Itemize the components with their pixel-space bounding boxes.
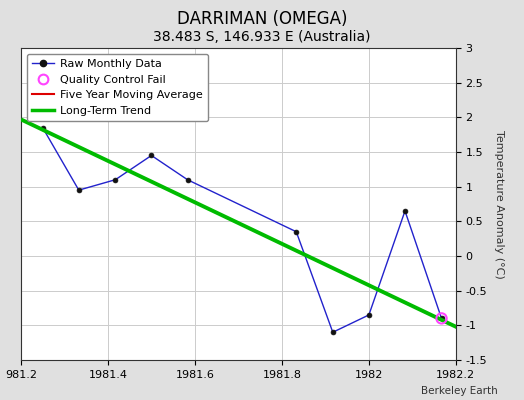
Text: DARRIMAN (OMEGA): DARRIMAN (OMEGA): [177, 10, 347, 28]
Point: [438, 315, 446, 322]
Text: 38.483 S, 146.933 E (Australia): 38.483 S, 146.933 E (Australia): [153, 30, 371, 44]
Legend: Raw Monthly Data, Quality Control Fail, Five Year Moving Average, Long-Term Tren: Raw Monthly Data, Quality Control Fail, …: [27, 54, 208, 121]
Text: Berkeley Earth: Berkeley Earth: [421, 386, 498, 396]
Y-axis label: Temperature Anomaly (°C): Temperature Anomaly (°C): [494, 130, 504, 278]
